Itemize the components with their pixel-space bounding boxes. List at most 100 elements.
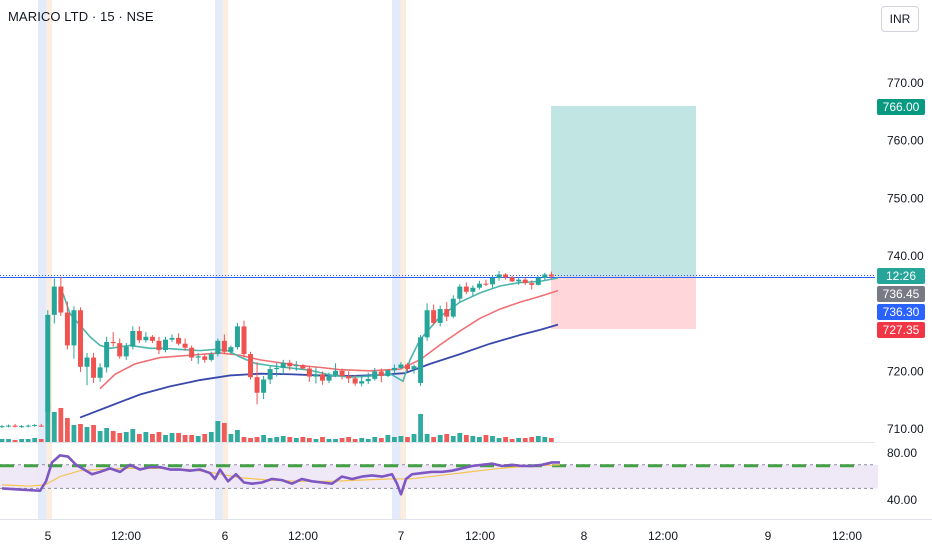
session-break-band-warm — [222, 0, 228, 520]
candle-body — [548, 274, 554, 277]
candle-body — [293, 365, 299, 367]
candle-body — [6, 425, 12, 427]
volume-bar — [169, 433, 175, 442]
candle-body — [136, 331, 142, 341]
volume-bar — [365, 439, 371, 442]
currency-button[interactable]: INR — [881, 6, 919, 32]
volume-bar — [411, 434, 417, 442]
volume-bar — [320, 437, 325, 442]
candle-body — [25, 425, 31, 427]
stop-price-label: 727.35 — [883, 323, 920, 337]
profit-zone — [551, 105, 696, 277]
volume-bar — [529, 437, 535, 442]
volume-bar — [163, 435, 168, 442]
candle-body — [110, 341, 116, 344]
candle-body — [483, 283, 489, 285]
volume-bar — [274, 437, 280, 442]
candle-body — [163, 339, 168, 351]
target-price-label: 766.00 — [883, 100, 920, 114]
ema-fast-line — [62, 277, 559, 383]
candle-body — [77, 310, 83, 367]
volume-bar — [418, 414, 423, 442]
candle-body — [248, 354, 254, 378]
volume-bar — [19, 439, 25, 442]
volume-bar — [78, 424, 83, 442]
candle-body — [156, 340, 162, 351]
session-break-band-warm — [400, 0, 406, 520]
candle-body — [437, 309, 443, 323]
candle-body — [58, 286, 64, 313]
candle-body — [287, 362, 293, 367]
volume-bar — [548, 438, 554, 442]
session-break-band-warm — [46, 0, 52, 520]
time-axis-tick: 12:00 — [832, 529, 862, 543]
volume-bar — [130, 429, 136, 442]
volume-bar — [254, 437, 260, 442]
countdown-label: 12:26 — [886, 269, 916, 283]
volume-bar — [104, 428, 110, 442]
volume-bar — [71, 425, 77, 442]
candle-body — [418, 337, 424, 383]
candle-body — [424, 310, 430, 338]
candle-body — [274, 367, 280, 370]
candle-body — [476, 283, 482, 288]
volume-bar — [496, 438, 502, 442]
volume-bar — [503, 437, 508, 442]
rsi-ma-line — [1, 464, 561, 487]
volume-bar — [378, 438, 384, 442]
candle-body — [261, 379, 267, 393]
volume-bar — [444, 434, 450, 442]
target-price-label-bg — [877, 98, 925, 115]
volume-bar — [490, 436, 495, 442]
candle-body — [385, 370, 391, 377]
volume-bar — [97, 431, 103, 442]
candle-body — [97, 367, 103, 378]
candle-body — [457, 286, 463, 299]
volume-bar — [398, 436, 404, 442]
candle-body — [104, 341, 110, 368]
candle-body — [503, 274, 509, 278]
reference-price-label: 736.30 — [883, 305, 920, 319]
candle-body — [241, 326, 247, 355]
volume-bar — [431, 437, 437, 442]
candle-body — [411, 366, 417, 370]
volume-bar — [248, 438, 253, 442]
candle-body — [516, 279, 522, 282]
countdown-label-bg — [877, 268, 925, 284]
rsi-axis-tick: 40.00 — [887, 493, 917, 507]
candle-body — [398, 364, 404, 368]
volume-bar — [156, 432, 162, 442]
candle-body — [509, 277, 515, 282]
volume-bar — [483, 435, 489, 442]
volume-bar — [339, 438, 345, 442]
volume-bar — [91, 425, 96, 442]
volume-bar — [110, 431, 116, 442]
volume-bar — [136, 434, 142, 442]
candle-body — [326, 375, 332, 381]
time-axis-tick: 12:00 — [465, 529, 495, 543]
volume-bar — [58, 408, 64, 442]
volume-bar — [221, 423, 227, 442]
candle-body — [306, 368, 312, 377]
candle-body — [117, 343, 123, 357]
candle-body — [490, 277, 495, 285]
volume-bar — [424, 434, 430, 442]
volume-bar — [450, 436, 456, 442]
candle-body — [71, 310, 77, 346]
candle-body — [149, 336, 155, 341]
candle-body — [463, 286, 469, 292]
candle-body — [378, 371, 384, 377]
volume-bar — [463, 435, 469, 442]
volume-bar — [293, 438, 299, 442]
volume-bar — [241, 437, 247, 442]
candle-body — [535, 277, 541, 285]
price-axis-tick: 710.00 — [887, 422, 924, 436]
time-axis-tick: 5 — [45, 529, 52, 543]
volume-bar — [333, 439, 338, 442]
volume-bar — [385, 435, 391, 442]
candle-body — [339, 370, 345, 377]
candle-body — [365, 378, 371, 382]
volume-bar — [392, 437, 397, 442]
